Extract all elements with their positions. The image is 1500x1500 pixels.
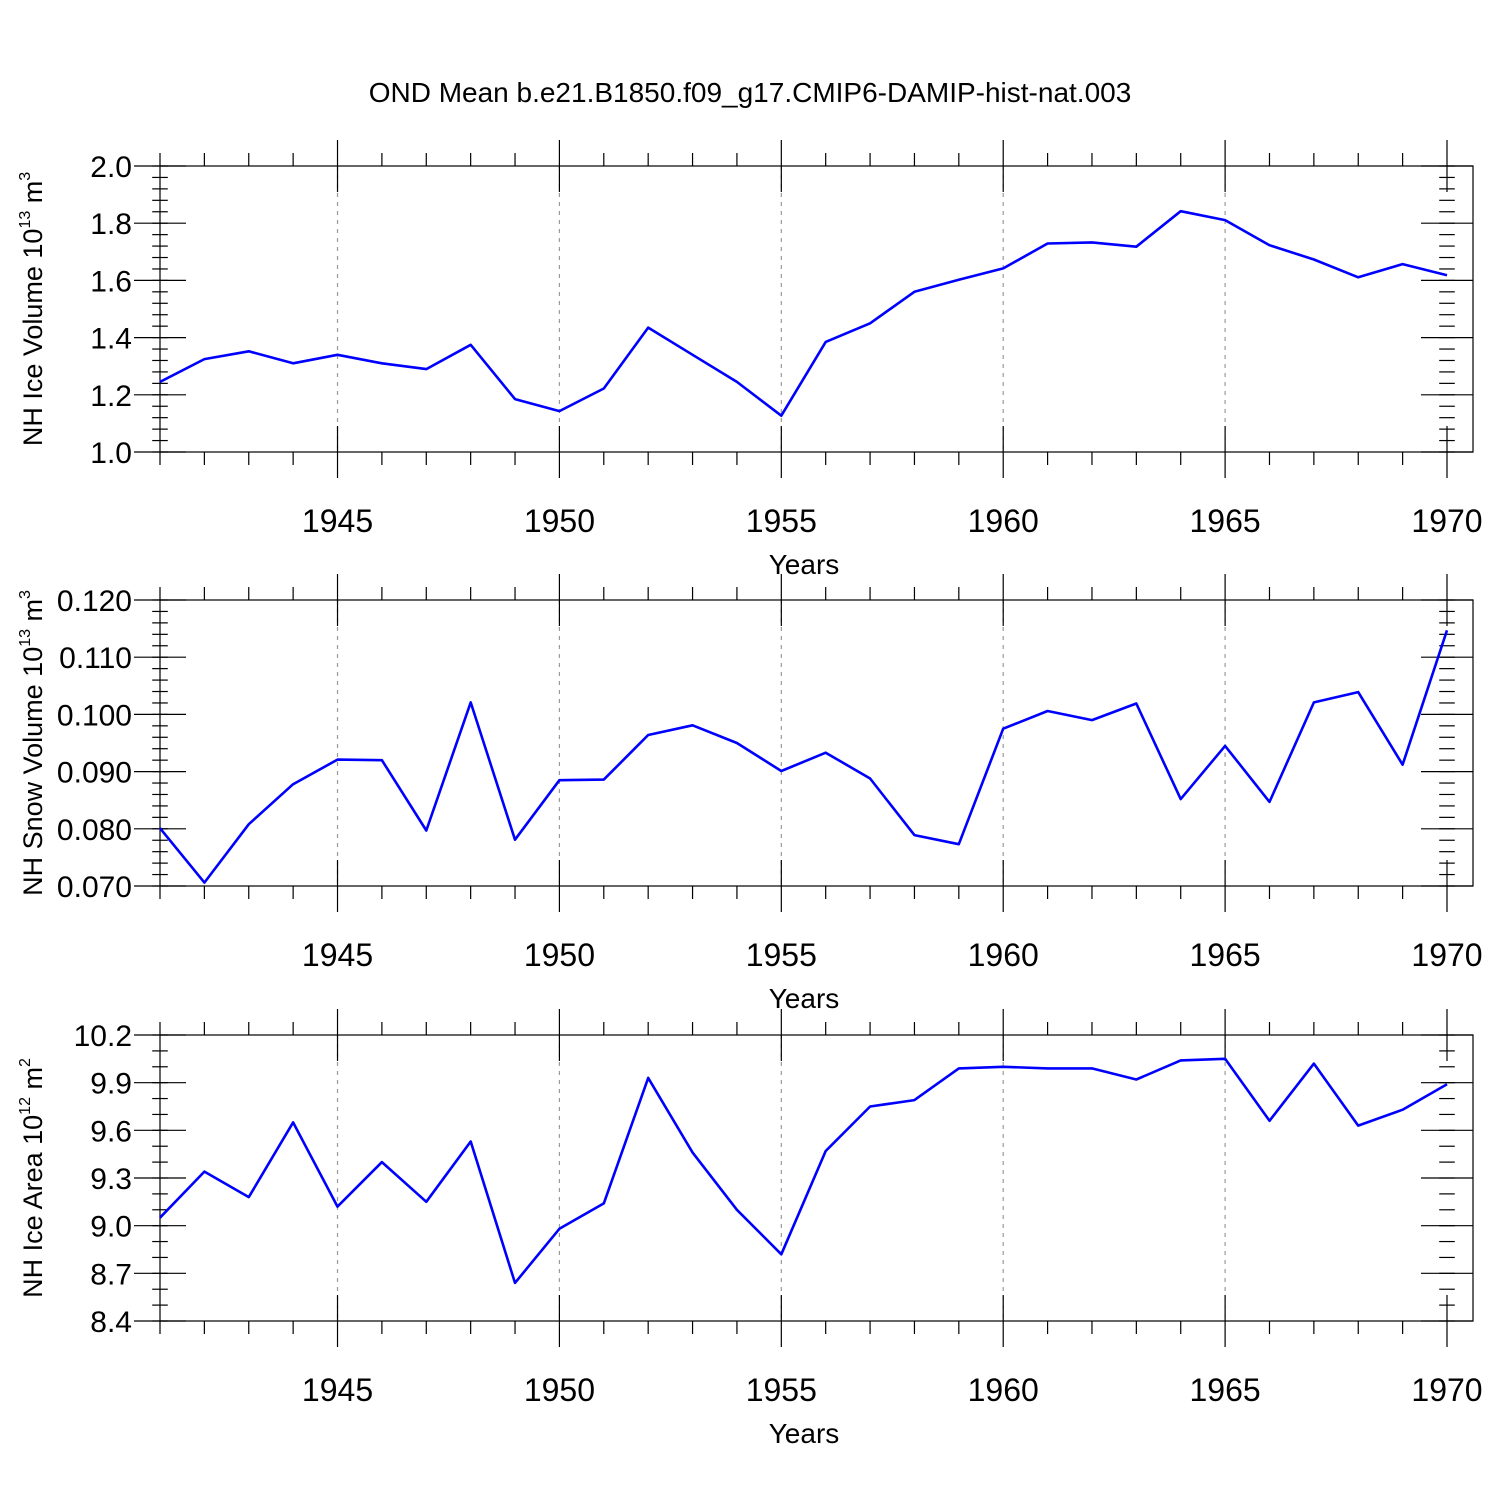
x-tick-label: 1950 xyxy=(524,937,595,973)
x-tick-label: 1955 xyxy=(746,503,817,539)
y-tick-label: 9.9 xyxy=(90,1068,132,1101)
x-tick-label: 1945 xyxy=(302,1372,373,1408)
plot-frame xyxy=(159,1034,1474,1322)
y-tick-label: 0.120 xyxy=(57,585,132,618)
x-tick-label: 1955 xyxy=(746,937,817,973)
plot-frame xyxy=(159,599,1474,887)
series-line xyxy=(159,209,1448,418)
y-axis-label: NH Snow Volume 1013 m3 xyxy=(17,590,48,896)
x-tick-label: 1965 xyxy=(1190,937,1261,973)
panel-2: 0.070 0.080 0.090 0.100 0.110 0.120 1945 1950 19… xyxy=(17,574,1483,1014)
y-tick-label: 0.090 xyxy=(57,757,132,790)
x-tick-label: 1970 xyxy=(1411,937,1482,973)
x-tick-label: 1955 xyxy=(746,1372,817,1408)
y-tick-label: 1.0 xyxy=(90,437,132,470)
x-axis-label: Years xyxy=(769,983,840,1014)
y-axis-label: NH Ice Area 1012 m2 xyxy=(17,1058,48,1298)
plot-frame xyxy=(159,165,1474,453)
panel-1: 1.0 1.2 1.4 1.6 1.8 2.0 1945 1950 1955 1960 1965 19… xyxy=(17,140,1483,580)
x-tick-label: 1960 xyxy=(968,937,1039,973)
series-line xyxy=(159,1057,1448,1285)
x-tick-label: 1965 xyxy=(1190,503,1261,539)
x-axis-label: Years xyxy=(769,549,840,580)
x-axis-label: Years xyxy=(769,1418,840,1449)
y-tick-label: 10.2 xyxy=(74,1020,132,1053)
x-tick-label: 1950 xyxy=(524,503,595,539)
y-tick-label: 1.8 xyxy=(90,208,132,241)
y-tick-label: 0.080 xyxy=(57,814,132,847)
y-tick-label: 1.6 xyxy=(90,265,132,298)
x-tick-label: 1945 xyxy=(302,937,373,973)
x-tick-label: 1950 xyxy=(524,1372,595,1408)
series-line xyxy=(158,629,1449,884)
chart-panels: 1.0 1.2 1.4 1.6 1.8 2.0 1945 1950 1955 1960 1965 19… xyxy=(17,140,1483,1449)
y-tick-label: 1.2 xyxy=(90,380,132,413)
x-tick-label: 1965 xyxy=(1190,1372,1261,1408)
y-tick-label: 2.0 xyxy=(90,151,132,184)
y-tick-label: 9.0 xyxy=(90,1211,132,1244)
panel-3: 8.4 8.7 9.0 9.3 9.6 9.9 10.2 1945 1950 1955 1960 19… xyxy=(17,1009,1483,1449)
y-tick-label: 0.100 xyxy=(57,699,132,732)
y-tick-label: 9.6 xyxy=(90,1115,132,1148)
y-tick-label: 0.070 xyxy=(57,871,132,904)
y-tick-label: 9.3 xyxy=(90,1163,132,1196)
x-tick-label: 1970 xyxy=(1411,1372,1482,1408)
y-axis-label: NH Ice Volume 1013 m3 xyxy=(17,172,48,446)
x-tick-label: 1960 xyxy=(968,1372,1039,1408)
y-tick-label: 0.110 xyxy=(59,642,132,675)
x-tick-label: 1960 xyxy=(968,503,1039,539)
chart-title: OND Mean b.e21.B1850.f09_g17.CMIP6-DAMIP… xyxy=(369,77,1132,108)
y-tick-label: 8.7 xyxy=(90,1258,132,1291)
x-tick-label: 1970 xyxy=(1411,503,1482,539)
y-tick-label: 1.4 xyxy=(90,323,132,356)
x-tick-label: 1945 xyxy=(302,503,373,539)
y-tick-label: 8.4 xyxy=(90,1306,132,1339)
